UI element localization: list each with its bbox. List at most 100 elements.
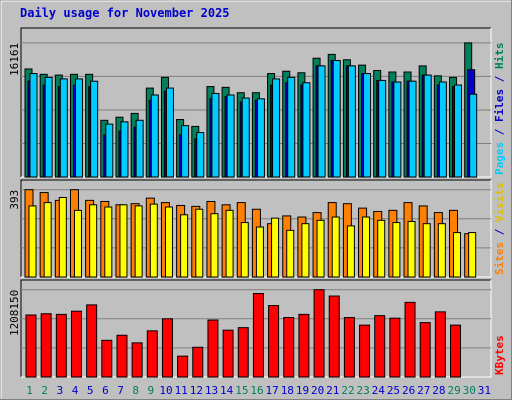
- legend-top-segment-3: /: [493, 69, 506, 89]
- bar-visits-16: [255, 226, 264, 278]
- bar-pages-9: [150, 94, 159, 178]
- bar-visits-6: [104, 206, 113, 278]
- bar-visits-4: [73, 209, 82, 278]
- bar-kbytes-4: [70, 310, 82, 378]
- day-label-29: 29: [447, 384, 460, 397]
- bar-kbytes-5: [86, 304, 98, 378]
- bar-kbytes-26: [404, 301, 416, 378]
- bar-visits-17: [271, 217, 280, 278]
- day-label-10: 10: [159, 384, 172, 397]
- legend-middle-segment-1: /: [493, 222, 506, 242]
- bar-pages-17: [272, 78, 281, 178]
- bar-visits-26: [407, 220, 416, 278]
- bar-visits-25: [392, 222, 401, 278]
- bar-pages-21: [332, 60, 341, 178]
- bar-visits-19: [301, 223, 310, 278]
- bar-visits-3: [58, 196, 67, 278]
- bar-pages-30: [469, 93, 478, 178]
- bar-pages-19: [302, 82, 311, 178]
- bar-pages-26: [408, 80, 417, 178]
- bar-pages-12: [196, 132, 205, 178]
- bar-pages-13: [211, 92, 220, 178]
- bar-visits-2: [43, 202, 52, 278]
- day-label-27: 27: [417, 384, 430, 397]
- day-label-6: 6: [102, 384, 109, 397]
- bar-kbytes-14: [222, 329, 234, 378]
- day-label-13: 13: [205, 384, 218, 397]
- day-label-9: 9: [148, 384, 155, 397]
- panel-top-max-label: 16161: [8, 43, 21, 76]
- bar-visits-21: [331, 216, 340, 278]
- bar-visits-8: [134, 205, 143, 278]
- bar-visits-12: [195, 208, 204, 278]
- bar-kbytes-2: [40, 313, 52, 378]
- day-label-28: 28: [432, 384, 445, 397]
- legend-middle-segment-0: Sites: [493, 242, 506, 275]
- bar-pages-6: [105, 123, 114, 178]
- day-label-30: 30: [463, 384, 476, 397]
- bar-kbytes-23: [359, 324, 371, 378]
- legend-top-segment-2: Files: [493, 89, 506, 122]
- bar-kbytes-27: [419, 322, 431, 378]
- bar-pages-4: [74, 78, 83, 178]
- bar-pages-18: [287, 76, 296, 178]
- day-label-17: 17: [266, 384, 279, 397]
- bar-visits-29: [453, 232, 462, 278]
- bar-pages-16: [256, 98, 265, 178]
- day-label-12: 12: [190, 384, 203, 397]
- bar-visits-14: [225, 209, 234, 278]
- bar-kbytes-8: [131, 342, 143, 378]
- panel-middle-legend: Sites / Visits: [493, 182, 506, 275]
- day-label-16: 16: [250, 384, 263, 397]
- bar-visits-1: [28, 205, 37, 278]
- bar-pages-1: [29, 73, 38, 178]
- bar-kbytes-16: [252, 292, 264, 378]
- panel-bottom-legend: KBytes: [493, 335, 506, 375]
- bar-kbytes-28: [434, 311, 446, 378]
- bar-visits-5: [89, 204, 98, 278]
- bar-pages-20: [317, 65, 326, 178]
- bar-kbytes-15: [237, 327, 249, 378]
- bar-kbytes-3: [55, 313, 67, 378]
- bar-visits-27: [422, 223, 431, 278]
- bar-pages-23: [363, 73, 372, 178]
- day-label-23: 23: [357, 384, 370, 397]
- bar-kbytes-19: [298, 313, 310, 378]
- bar-pages-2: [44, 76, 53, 178]
- bar-kbytes-7: [116, 334, 128, 378]
- bar-kbytes-12: [192, 346, 204, 378]
- bar-visits-11: [180, 214, 189, 278]
- bar-pages-15: [241, 97, 250, 178]
- day-label-7: 7: [117, 384, 124, 397]
- day-label-24: 24: [372, 384, 386, 397]
- bar-pages-5: [90, 80, 99, 178]
- legend-top-segment-1: /: [493, 122, 506, 142]
- day-label-1: 1: [26, 384, 33, 397]
- day-label-22: 22: [341, 384, 354, 397]
- legend-middle-segment-2: Visits: [493, 182, 506, 222]
- bar-visits-7: [119, 204, 128, 278]
- bar-kbytes-25: [389, 317, 401, 378]
- bar-pages-22: [347, 65, 356, 178]
- bar-visits-24: [377, 219, 386, 278]
- bar-pages-10: [165, 87, 174, 178]
- bar-visits-13: [210, 213, 219, 278]
- panel-bottom-frame-dark: [20, 279, 491, 377]
- chart-title: Daily usage for November 2025: [20, 6, 230, 20]
- panel-top-frame-dark: [20, 27, 491, 177]
- bar-visits-23: [362, 216, 371, 278]
- day-label-19: 19: [296, 384, 309, 397]
- bar-kbytes-10: [161, 318, 173, 378]
- bar-pages-29: [454, 84, 463, 178]
- day-label-31: 31: [478, 384, 491, 397]
- bar-kbytes-6: [101, 339, 113, 378]
- bar-kbytes-29: [450, 324, 462, 378]
- panel-bottom-max-label: 1208150: [8, 290, 21, 336]
- day-label-4: 4: [72, 384, 79, 397]
- bar-kbytes-9: [146, 330, 158, 378]
- bar-kbytes-18: [283, 317, 295, 378]
- bar-pages-7: [120, 121, 129, 178]
- day-label-11: 11: [175, 384, 188, 397]
